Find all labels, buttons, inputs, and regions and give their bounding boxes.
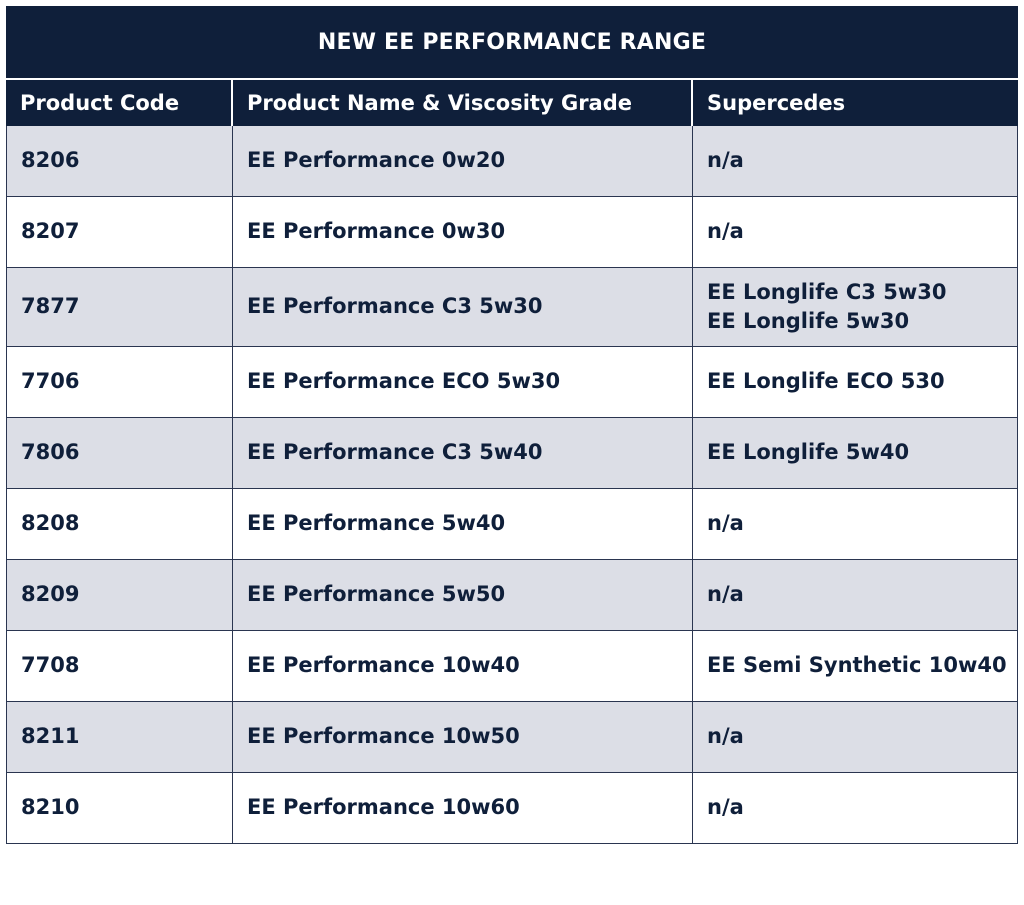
supercedes-line: n/a: [707, 511, 744, 536]
supercedes-cell: EE Longlife C3 5w30 EE Longlife 5w30: [693, 268, 1018, 346]
table-row: 8211 EE Performance 10w50 n/a: [6, 702, 1018, 773]
product-name-cell: EE Performance 0w20: [233, 126, 693, 196]
product-code-cell: 8207: [6, 197, 233, 267]
table-row: 8206 EE Performance 0w20 n/a: [6, 126, 1018, 197]
product-table: NEW EE PERFORMANCE RANGE Product Code Pr…: [6, 6, 1018, 844]
supercedes-cell: EE Longlife ECO 530: [693, 347, 1018, 417]
supercedes-cell: n/a: [693, 197, 1018, 267]
supercedes-line: EE Longlife C3 5w30: [707, 279, 947, 304]
header-product-code: Product Code: [6, 80, 233, 126]
supercedes-line: n/a: [707, 724, 744, 749]
product-code-cell: 8211: [6, 702, 233, 772]
supercedes-cell: n/a: [693, 702, 1018, 772]
table-title: NEW EE PERFORMANCE RANGE: [6, 6, 1018, 78]
supercedes-line: EE Longlife 5w30: [707, 309, 910, 333]
supercedes-cell: EE Semi Synthetic 10w40: [693, 631, 1018, 701]
product-name-cell: EE Performance 10w40: [233, 631, 693, 701]
supercedes-cell: n/a: [693, 773, 1018, 843]
table-row: 8210 EE Performance 10w60 n/a: [6, 773, 1018, 844]
header-supercedes: Supercedes: [707, 91, 846, 115]
table-header-row: Product Code Product Name & Viscosity Gr…: [6, 78, 1018, 126]
table-row: 8207 EE Performance 0w30 n/a: [6, 197, 1018, 268]
supercedes-line: n/a: [707, 148, 744, 173]
product-name-cell: EE Performance 10w50: [233, 702, 693, 772]
table-row: 7806 EE Performance C3 5w40 EE Longlife 5w…: [6, 418, 1018, 489]
table-row: 8208 EE Performance 5w40 n/a: [6, 489, 1018, 560]
supercedes-cell: EE Longlife 5w40: [693, 418, 1018, 488]
product-name-cell: EE Performance 5w40: [233, 489, 693, 559]
supercedes-cell: n/a: [693, 126, 1018, 196]
supercedes-line: EE Longlife 5w40: [707, 440, 910, 465]
product-code-cell: 8210: [6, 773, 233, 843]
product-name-cell: EE Performance C3 5w40: [233, 418, 693, 488]
product-name-cell: EE Performance 5w50: [233, 560, 693, 630]
supercedes-line: n/a: [707, 795, 744, 820]
table-body: 8206 EE Performance 0w20 n/a 8207 EE Perform…: [6, 126, 1018, 844]
product-name-cell: EE Performance 0w30: [233, 197, 693, 267]
product-name-cell: EE Performance 10w60: [233, 773, 693, 843]
table-row: 7706 EE Performance ECO 5w30 EE Longlife E…: [6, 347, 1018, 418]
supercedes-line: n/a: [707, 219, 744, 244]
product-code-cell: 8208: [6, 489, 233, 559]
table-row: 8209 EE Performance 5w50 n/a: [6, 560, 1018, 631]
product-name-cell: EE Performance ECO 5w30: [233, 347, 693, 417]
supercedes-line: EE Semi Synthetic 10w40: [707, 653, 1007, 678]
supercedes-line: EE Longlife ECO 530: [707, 369, 945, 394]
table-row: 7877 EE Performance C3 5w30 EE Longlife C3…: [6, 268, 1018, 347]
product-code-cell: 8209: [6, 560, 233, 630]
header-product-name: Product Name & Viscosity Grade: [233, 80, 693, 126]
table-row: 7708 EE Performance 10w40 EE Semi Syntheti…: [6, 631, 1018, 702]
product-code-cell: 7708: [6, 631, 233, 701]
product-code-cell: 7806: [6, 418, 233, 488]
supercedes-cell: n/a: [693, 489, 1018, 559]
product-code-cell: 8206: [6, 126, 233, 196]
product-code-cell: 7706: [6, 347, 233, 417]
product-name-cell: EE Performance C3 5w30: [233, 268, 693, 346]
supercedes-cell: n/a: [693, 560, 1018, 630]
product-code-cell: 7877: [6, 268, 233, 346]
supercedes-line: n/a: [707, 582, 744, 607]
